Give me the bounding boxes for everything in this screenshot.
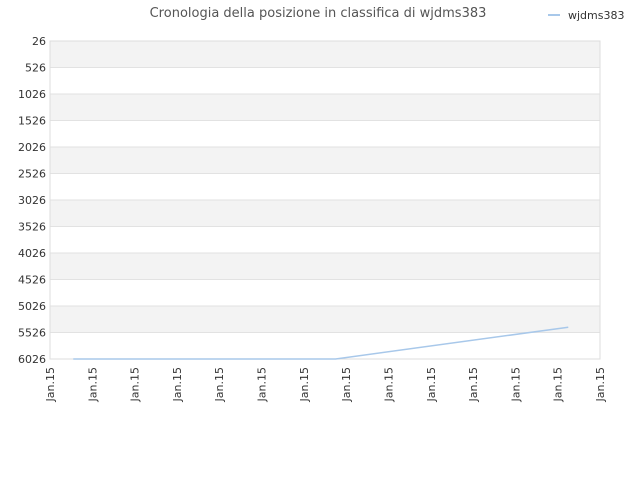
y-tick-label: 526 [25, 62, 46, 75]
x-tick-label: Jan.15 [256, 367, 269, 402]
legend-label: wjdms383 [568, 9, 624, 22]
y-tick-label: 5026 [18, 300, 46, 313]
x-tick-label: Jan.15 [171, 367, 184, 402]
plot-band [50, 120, 600, 147]
y-tick-label: 3526 [18, 221, 46, 234]
x-tick-label: Jan.15 [382, 367, 395, 402]
x-tick-label: Jan.15 [129, 367, 142, 402]
legend: wjdms383 [548, 9, 624, 22]
series-layer [73, 326, 569, 360]
x-tick-label: Jan.15 [552, 367, 565, 402]
plot-band [50, 279, 600, 306]
y-tick-label: 4026 [18, 247, 46, 260]
x-axis-ticks: Jan.15 Jan.15 Jan.15 Jan.15 Jan.15 Jan.15 Jan.… [44, 367, 607, 402]
chart-title: Cronologia della posizione in classifica… [150, 6, 487, 21]
x-tick-label: Jan.15 [594, 367, 607, 402]
plot-band [50, 147, 600, 174]
x-tick-label: Jan.15 [44, 367, 57, 402]
y-tick-label: 1026 [18, 88, 46, 101]
y-axis-ticks: 26 526 1026 1526 2026 2526 3026 3526 4026 4526 502… [18, 35, 46, 366]
plot-band [50, 173, 600, 200]
plot-band [50, 200, 600, 227]
plot-band [50, 332, 600, 359]
x-tick-label: Jan.15 [340, 367, 353, 402]
series-line-0 [73, 326, 569, 360]
plot-band [50, 41, 600, 68]
y-tick-label: 6026 [18, 353, 46, 366]
x-tick-label: Jan.15 [86, 367, 99, 402]
plot-bands [50, 41, 600, 359]
plot-band [50, 226, 600, 253]
x-tick-label: Jan.15 [298, 367, 311, 402]
y-tick-label: 3026 [18, 194, 46, 207]
y-tick-label: 26 [32, 35, 46, 48]
plot-band [50, 67, 600, 94]
y-tick-label: 2526 [18, 168, 46, 181]
plot-band [50, 94, 600, 121]
x-tick-label: Jan.15 [425, 367, 438, 402]
plot-band [50, 306, 600, 333]
y-tick-label: 2026 [18, 141, 46, 154]
x-tick-label: Jan.15 [509, 367, 522, 402]
y-tick-label: 1526 [18, 115, 46, 128]
x-tick-label: Jan.15 [467, 367, 480, 402]
x-tick-label: Jan.15 [213, 367, 226, 402]
y-tick-label: 5526 [18, 327, 46, 340]
plot-band [50, 253, 600, 280]
y-tick-label: 4526 [18, 274, 46, 287]
